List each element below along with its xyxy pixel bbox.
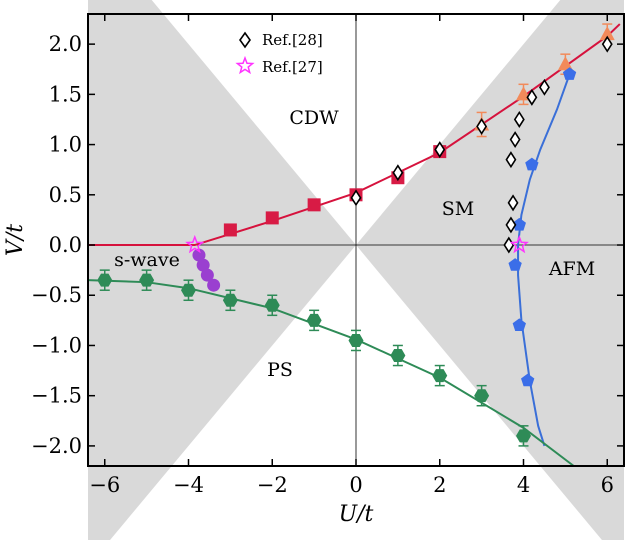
series-5-point-2 — [434, 141, 446, 159]
y-tick-label-1: −1.5 — [31, 384, 82, 408]
series-5-point-3 — [476, 118, 488, 135]
region-label-swave: s-wave — [114, 249, 180, 271]
legend: Ref.[28] Ref.[27] — [235, 31, 323, 76]
series-2-point-3 — [508, 258, 522, 271]
series-3-point-3 — [222, 293, 238, 307]
series-3-point-9 — [474, 389, 490, 403]
y-tick-label-2: −1.0 — [31, 333, 82, 357]
y-tick-label-4: 0.0 — [49, 233, 82, 257]
region-label-cdw: CDW — [289, 107, 339, 129]
series-3-point-5 — [306, 313, 322, 327]
region-label-sm: SM — [442, 198, 474, 220]
series-2-point-4 — [512, 318, 526, 332]
x-axis-title: U/t — [339, 502, 374, 527]
series-2-point-0 — [562, 67, 577, 80]
data-markers — [97, 23, 615, 447]
y-tick-label-0: −2.0 — [31, 434, 82, 458]
series-5-point-7 — [509, 131, 521, 149]
series-0-point-1 — [265, 211, 279, 225]
x-tick-label-4: 2 — [433, 473, 446, 497]
series-5-point-1 — [392, 164, 404, 182]
x-tick-label-6: 6 — [601, 473, 614, 497]
x-tick-label-0: −6 — [89, 473, 120, 497]
legend-label-ref27: Ref.[27] — [262, 58, 323, 76]
series-0-point-2 — [307, 198, 321, 212]
series-4-point-0 — [192, 248, 206, 262]
x-tick-label-3: 0 — [349, 473, 362, 497]
fit-line-1 — [517, 73, 571, 447]
series-4-point-3 — [207, 278, 221, 292]
legend-star-icon — [235, 55, 255, 75]
shade-left-wedge — [88, 0, 356, 540]
plot-frame — [87, 13, 625, 467]
series-3-point-7 — [390, 349, 406, 363]
region-label-ps: PS — [267, 359, 293, 381]
region-labels: CDW SM AFM PS s-wave — [114, 107, 595, 381]
series-5-point-6 — [513, 110, 525, 128]
legend-diamond-icon — [239, 31, 251, 49]
series-3-point-8 — [432, 369, 448, 383]
y-tick-label-3: −0.5 — [31, 283, 82, 307]
series-3-point-2 — [181, 283, 196, 297]
series-2-point-2 — [512, 217, 526, 231]
series-3-point-0 — [97, 273, 113, 287]
series-6-point-1 — [509, 234, 529, 254]
series-5-point-9 — [507, 194, 519, 212]
series-5-point-8 — [505, 151, 517, 169]
series-5-point-10 — [505, 216, 517, 234]
y-tick-label-5: 0.5 — [49, 183, 82, 207]
x-tick-label-2: −2 — [257, 473, 288, 497]
series-5-point-5 — [538, 78, 550, 96]
region-label-afm: AFM — [548, 258, 595, 280]
shaded-regions — [88, 0, 624, 540]
y-tick-label-8: 2.0 — [49, 32, 82, 56]
series-1-point-3 — [599, 26, 615, 41]
series-5-point-0 — [350, 189, 362, 207]
series-3-point-4 — [264, 298, 280, 312]
y-axis-title: V/t — [3, 224, 28, 256]
series-2-point-1 — [525, 157, 539, 171]
y-tick-label-6: 1.0 — [49, 133, 82, 157]
series-3-point-10 — [516, 429, 531, 443]
x-tick-label-5: 4 — [517, 473, 530, 497]
series-4-point-2 — [200, 268, 214, 282]
legend-label-ref28: Ref.[28] — [262, 31, 323, 49]
series-3-point-1 — [139, 273, 155, 287]
series-4-point-1 — [196, 258, 210, 272]
y-tick-label-7: 1.5 — [49, 82, 82, 106]
series-1-point-2 — [557, 56, 573, 71]
series-3-point-6 — [348, 333, 364, 347]
series-6-point-0 — [185, 234, 205, 254]
series-0-point-0 — [223, 223, 237, 237]
series-2-point-5 — [521, 373, 535, 387]
x-tick-label-1: −4 — [173, 473, 204, 497]
series-5-point-12 — [601, 35, 613, 53]
shade-right-wedge — [356, 0, 624, 540]
series-5-point-4 — [526, 88, 538, 106]
axis-ticks: −6 −4 −2 0 2 4 6 −2.0 −1.5 −1.0 −0.5 0.0 0.5 1.0 1.5 2.… — [31, 14, 624, 497]
